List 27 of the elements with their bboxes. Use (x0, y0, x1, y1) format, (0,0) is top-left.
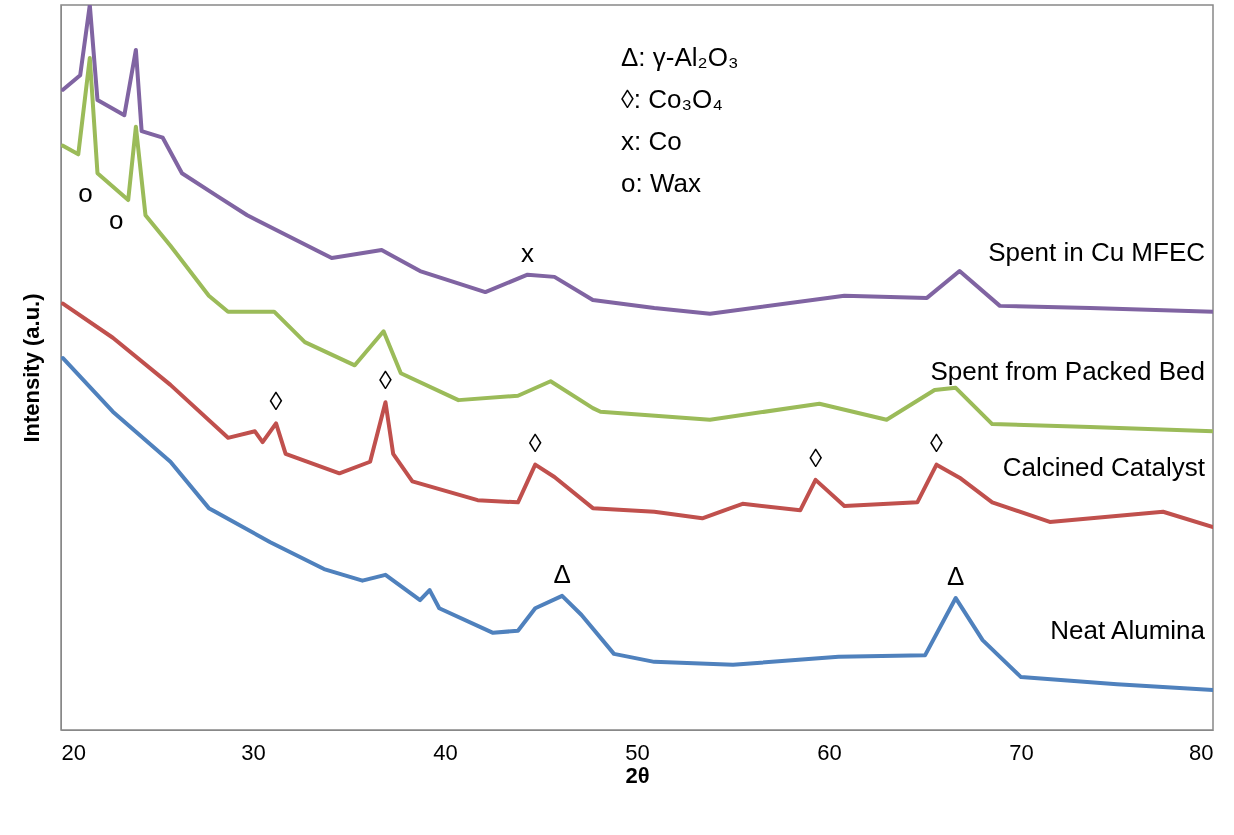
x-tick-label: 70 (1009, 739, 1034, 765)
annotation: ◊ (269, 386, 283, 417)
x-tick-label: 50 (625, 739, 650, 765)
annotation: ◊ (379, 365, 393, 396)
annotation: Δ (553, 558, 571, 589)
x-tick-label: 20 (61, 739, 86, 765)
y-axis-title: Intensity (a.u.) (18, 293, 44, 443)
x-tick-label: 60 (817, 739, 842, 765)
annotation: ◊ (809, 442, 823, 473)
series-label: Calcined Catalyst (1002, 452, 1206, 482)
series-label: Spent from Packed Bed (930, 356, 1205, 387)
annotation: Δ (947, 561, 965, 592)
annotation: o (78, 178, 93, 209)
x-tick-label: 30 (241, 739, 266, 765)
x-tick-label: 40 (433, 739, 458, 765)
series-label: Spent in Cu MFEC (988, 236, 1205, 267)
series-label: Neat Alumina (1050, 615, 1206, 646)
annotation: ◊: Co₃O₄ (621, 84, 723, 114)
x-axis-title: 2θ (625, 762, 650, 788)
annotation: x: Co (621, 126, 682, 156)
annotation: o: Wax (621, 168, 701, 198)
annotation: ◊ (528, 427, 542, 458)
annotation: o (108, 205, 124, 236)
x-tick-label: 80 (1189, 739, 1214, 765)
annotation: ◊ (930, 427, 944, 458)
annotation: x (521, 237, 535, 268)
annotation: Δ: γ-Al₂O₃ (621, 42, 739, 72)
